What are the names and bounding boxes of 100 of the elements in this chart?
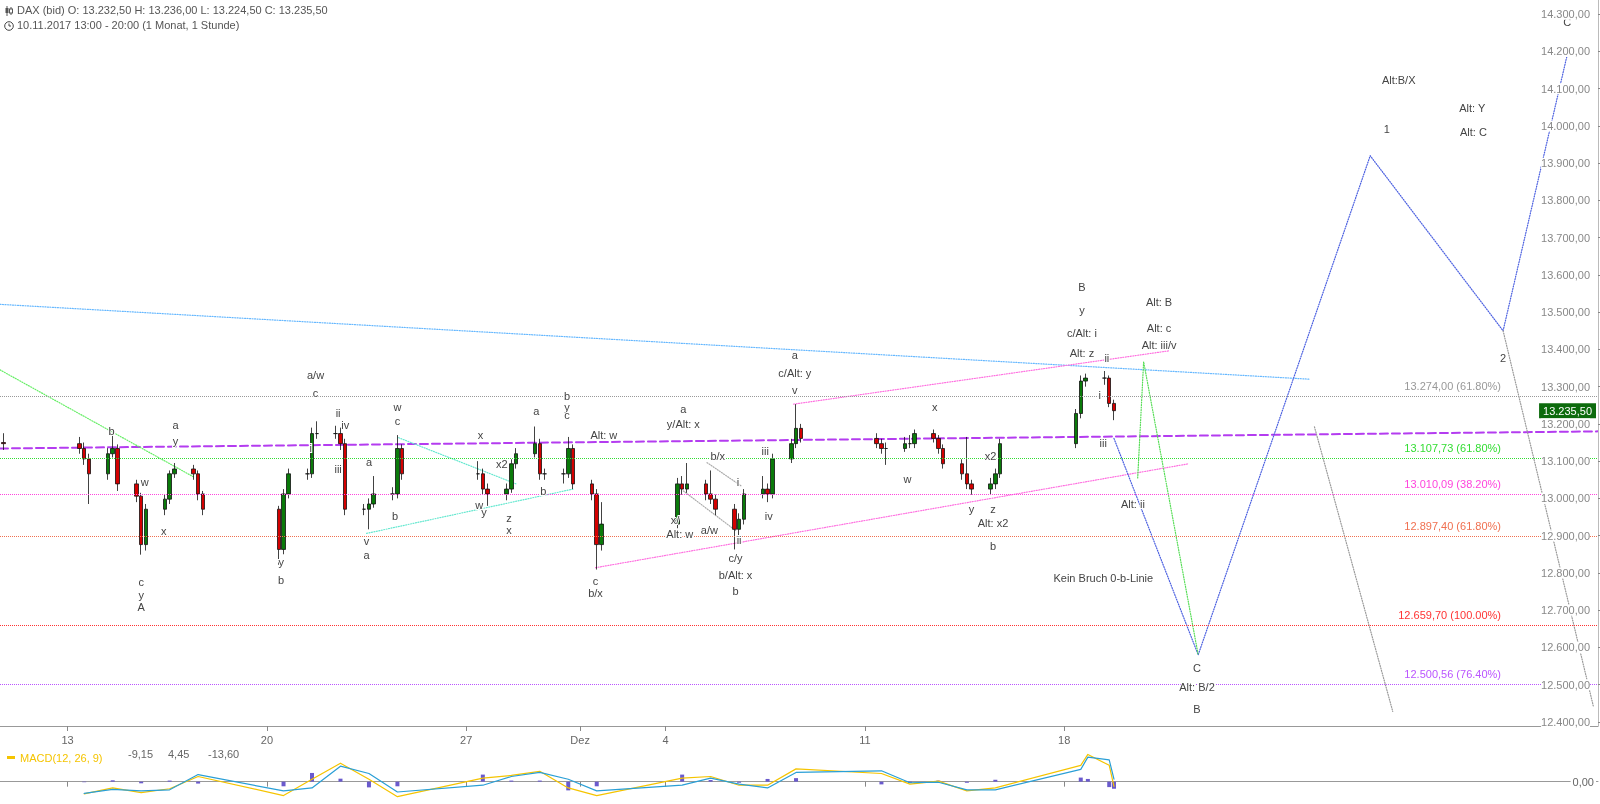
y-tick-label: 14.000,00 <box>1541 119 1590 132</box>
annotation: i <box>309 442 313 455</box>
x-tick-label: 13 <box>61 733 74 746</box>
y-tick-label: 13.000,00 <box>1541 492 1590 505</box>
annotation: Kein Bruch 0-b-Linie <box>1053 571 1154 584</box>
annotation: c <box>394 414 401 427</box>
annotation: Alt:B/X <box>1381 73 1417 86</box>
annotation: y/Alt: x <box>666 418 701 431</box>
ref-line-label: 12.659,70 (100.00%) <box>1398 608 1501 621</box>
y-tick-label: 13.500,00 <box>1541 306 1590 319</box>
annotation: b/x <box>710 449 726 462</box>
annotation: a/w <box>700 524 719 537</box>
y-tick-label: 13.200,00 <box>1541 417 1590 430</box>
text: 10.11.2017 13:00 - 20:00 (1 Monat, 1 Stunde) <box>17 19 240 31</box>
y-tick-label: 14.300,00 <box>1541 8 1590 21</box>
y-tick-label: 14.200,00 <box>1541 45 1590 58</box>
annotation: v <box>363 535 370 548</box>
annotation: b <box>540 484 547 497</box>
annotation: B <box>1078 281 1086 294</box>
annotation: Alt: w <box>590 429 618 442</box>
annotation: x <box>477 428 484 441</box>
y-tick-label: 12.500,00 <box>1541 678 1590 691</box>
annotation: v <box>792 384 799 397</box>
annotation: Alt: z <box>1069 346 1095 359</box>
annotation: c/Alt: i <box>1066 326 1097 339</box>
annotation: iii <box>761 444 769 457</box>
annotation: c <box>312 387 319 400</box>
annotation: Alt: iii/v <box>1141 338 1177 351</box>
annotation: 1 <box>1383 123 1390 136</box>
annotation: y <box>1079 303 1086 316</box>
ref-line-label: 12.897,40 (61.80%) <box>1404 520 1501 533</box>
annotation: y <box>172 435 179 448</box>
annotation: z <box>506 512 512 525</box>
annotation: 4,45 <box>168 747 190 760</box>
annotation: 2 <box>1500 351 1507 364</box>
annotation: iv <box>764 510 774 523</box>
annotation: x2 <box>496 457 508 470</box>
annotation: b <box>278 573 285 586</box>
annotation: y <box>278 556 285 569</box>
x-tick-label: 4 <box>662 733 669 746</box>
annotation: b <box>564 390 571 403</box>
annotation: ii <box>736 534 742 547</box>
annotation: w <box>139 476 149 489</box>
chart-title: DAX (bid) O: 13.232,50 H: 13.236,00 L: 13.224,50 C: 13.235,50 <box>17 4 328 16</box>
x-tick-label: 18 <box>1058 733 1071 746</box>
y-tick-label: 13.300,00 <box>1541 380 1590 393</box>
y-tick-label: 14.100,00 <box>1541 82 1590 95</box>
annotation: c <box>138 575 145 588</box>
annotation: w <box>392 401 402 414</box>
annotation: -13,60 <box>208 747 240 760</box>
annotation: c/Alt: y <box>778 366 812 379</box>
annotation: Alt: C <box>1459 126 1487 139</box>
ref-line-label: 12.500,56 (76.40%) <box>1404 667 1501 680</box>
annotation: ii <box>335 407 341 420</box>
annotation: y <box>564 401 571 414</box>
annotation: a <box>365 455 373 468</box>
y-tick-label: 12.900,00 <box>1541 529 1590 542</box>
annotation: a <box>172 419 180 432</box>
annotation: iii <box>1099 436 1107 449</box>
annotation: a <box>680 403 688 416</box>
x-tick-label: Dez <box>570 733 590 746</box>
annotation: A <box>137 600 146 613</box>
ref-line-label: 13.274,00 (61.80%) <box>1404 379 1501 392</box>
annotation: Alt: x2 <box>977 517 1009 530</box>
annotation: a <box>363 548 371 561</box>
annotation: c <box>592 574 599 587</box>
annotation: z <box>990 503 996 516</box>
annotation: Alt: Y <box>1459 102 1486 115</box>
annotation: ii <box>1104 351 1110 364</box>
annotation: c/y <box>728 552 744 565</box>
x-tick-label: 11 <box>859 733 871 746</box>
annotation: Alt: w <box>666 528 694 541</box>
annotation: b <box>989 540 997 553</box>
annotation: Alt: B/2 <box>1179 680 1215 693</box>
annotation: b/x <box>588 586 604 599</box>
y-tick-label: 12.600,00 <box>1541 641 1590 654</box>
ref-line-label: 13.010,09 (38.20%) <box>1404 478 1501 491</box>
annotation: x <box>506 524 513 537</box>
annotation: x/ <box>670 514 681 527</box>
y-tick-label: 13.600,00 <box>1541 268 1590 281</box>
annotation: b/Alt: x <box>718 568 753 581</box>
annotation: w <box>902 473 912 486</box>
y-tick-label: 13.900,00 <box>1541 157 1590 170</box>
annotation: i <box>736 475 740 488</box>
y-tick-label: 12.800,00 <box>1541 566 1590 579</box>
annotation: a <box>533 405 541 418</box>
y-tick-label: 12.400,00 <box>1541 715 1590 728</box>
annotation: iii <box>334 462 342 475</box>
legend-label: MACD(12, 26, 9) <box>20 751 103 764</box>
annotation: b <box>732 584 739 597</box>
x-tick-label: 27 <box>460 733 473 746</box>
y-tick-label: 12.700,00 <box>1541 604 1590 617</box>
annotation: C <box>1193 662 1202 675</box>
annotation: x <box>932 401 939 414</box>
annotation: -9,15 <box>128 747 154 760</box>
annotation: x <box>160 525 167 538</box>
y-tick-label: 13.700,00 <box>1541 231 1590 244</box>
annotation: i <box>1098 389 1101 402</box>
annotation: Alt: ii <box>1121 497 1145 510</box>
annotation: 13.235,50 <box>1543 404 1592 417</box>
